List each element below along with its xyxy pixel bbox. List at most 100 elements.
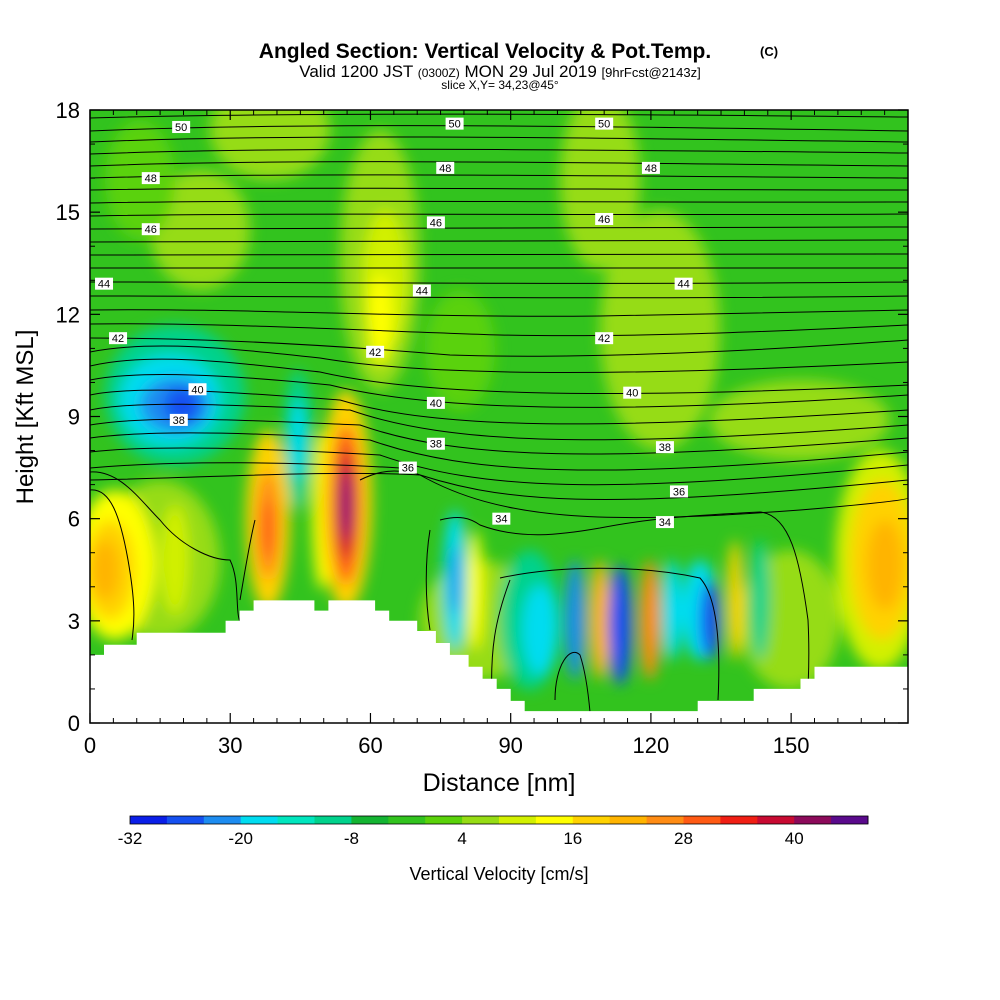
contour-label-bg xyxy=(426,396,445,409)
colorbar-swatch xyxy=(535,816,574,824)
contour-label: 48 xyxy=(145,173,157,185)
x-tick-label: 60 xyxy=(358,733,382,758)
contour-label: 42 xyxy=(598,333,610,345)
colorbar-swatch xyxy=(351,816,389,824)
colorbar-swatch xyxy=(757,816,795,824)
theta-contours xyxy=(90,113,908,713)
colorbar-swatch xyxy=(314,816,352,824)
contour-label: 44 xyxy=(98,279,110,291)
colorbar-tick-label: -20 xyxy=(228,829,253,848)
colorbar-swatch xyxy=(720,816,758,824)
contour-label: 42 xyxy=(112,333,124,345)
contour-label-bg xyxy=(641,161,660,174)
slice-info: slice X,Y= 34,23@45° xyxy=(441,78,559,92)
colorbar-swatch xyxy=(203,816,242,824)
colorbar-tick-label: 16 xyxy=(563,829,582,848)
colorbar-swatch xyxy=(831,816,869,824)
colorbar-swatch xyxy=(683,816,721,824)
chart-title: Angled Section: Vertical Velocity & Pot.… xyxy=(259,40,711,63)
y-tick-label: 0 xyxy=(68,711,80,736)
colorbar-swatch xyxy=(277,816,315,824)
contour-label: 40 xyxy=(430,398,442,410)
contour-label: 50 xyxy=(598,119,610,131)
contour-label-bg xyxy=(655,516,674,529)
contour-label: 38 xyxy=(659,442,671,454)
contour-label: 42 xyxy=(369,347,381,359)
valid-time: Valid 1200 JST (0300Z) MON 29 Jul 2019 [… xyxy=(299,62,700,81)
contour-label: 34 xyxy=(495,514,507,526)
colorbar-label: Vertical Velocity [cm/s] xyxy=(409,864,588,884)
x-tick-label: 90 xyxy=(498,733,522,758)
contour-label-bg xyxy=(595,117,614,130)
colorbar: -32 -20 -8 4 16 28 40 xyxy=(118,815,869,848)
x-tick-label: 30 xyxy=(218,733,242,758)
contour-label: 40 xyxy=(191,384,203,396)
contour-label: 34 xyxy=(659,517,671,529)
colorbar-swatch xyxy=(462,816,500,824)
contour-label: 36 xyxy=(402,463,414,475)
colorbar-tick-label: -8 xyxy=(344,829,359,848)
colorbar-frame xyxy=(129,815,869,825)
contour-label-bg xyxy=(595,332,614,345)
x-axis: 0 30 60 90 120 150 xyxy=(84,110,886,758)
contour-label: 40 xyxy=(626,388,638,400)
x-tick-label: 0 xyxy=(84,733,96,758)
contour-label-bg xyxy=(655,441,674,454)
contour-label: 38 xyxy=(430,439,442,451)
contour-label-bg xyxy=(445,117,464,130)
contour-label-bg xyxy=(366,345,385,358)
colorbar-swatch xyxy=(240,816,279,824)
contour-label-bg xyxy=(109,332,128,345)
contour-labels: 50 50 50 48 48 48 46 46 46 44 44 44 42 42 42 40 40 40 38 38… xyxy=(95,117,693,529)
contour-label-bg xyxy=(141,172,160,185)
colorbar-swatch xyxy=(572,816,611,824)
contour-label-bg xyxy=(436,161,455,174)
contour-label: 50 xyxy=(448,119,460,131)
colorbar-tick-label: 40 xyxy=(785,829,804,848)
contour-label: 48 xyxy=(645,163,657,175)
colorbar-swatch xyxy=(609,816,648,824)
chart-title-units: (C) xyxy=(760,44,778,59)
x-tick-label: 150 xyxy=(773,733,810,758)
contour-label-bg xyxy=(95,277,114,290)
contour-label-bg xyxy=(623,386,642,399)
contour-label: 50 xyxy=(175,122,187,134)
contour-label-bg xyxy=(426,437,445,450)
y-tick-label: 6 xyxy=(68,507,80,532)
y-axis-label: Height [Kft MSL] xyxy=(12,330,39,505)
contour-label: 46 xyxy=(598,214,610,226)
contour-label: 36 xyxy=(673,486,685,498)
contour-label-bg xyxy=(169,413,188,426)
x-axis-label: Distance [nm] xyxy=(423,769,576,797)
colorbar-swatch xyxy=(425,816,463,824)
colorbar-swatch xyxy=(130,816,168,824)
y-tick-label: 12 xyxy=(56,302,80,327)
contour-label: 44 xyxy=(416,285,428,297)
colorbar-tick-label: 4 xyxy=(457,829,466,848)
contour-label-bg xyxy=(669,485,688,498)
contour-label-bg xyxy=(492,512,511,525)
contour-label-bg xyxy=(188,383,207,396)
terrain-mask xyxy=(90,600,908,723)
contour-label-bg xyxy=(674,277,693,290)
contour-label-bg xyxy=(398,461,417,474)
contour-label: 44 xyxy=(678,279,690,291)
y-tick-label: 15 xyxy=(56,200,80,225)
contour-label-bg xyxy=(172,121,191,134)
contour-label-bg xyxy=(426,216,445,229)
y-tick-label: 9 xyxy=(68,405,80,430)
contour-label: 38 xyxy=(173,415,185,427)
colorbar-swatch xyxy=(388,816,426,824)
y-tick-label: 18 xyxy=(56,98,80,123)
contour-label: 48 xyxy=(439,163,451,175)
x-tick-label: 120 xyxy=(633,733,670,758)
contour-label-bg xyxy=(141,223,160,236)
colorbar-swatch xyxy=(166,816,205,824)
colorbar-tick-label: 28 xyxy=(674,829,693,848)
colorbar-swatch xyxy=(646,816,684,824)
contour-label: 46 xyxy=(430,217,442,229)
y-tick-label: 3 xyxy=(68,609,80,634)
colorbar-swatch xyxy=(794,816,832,824)
